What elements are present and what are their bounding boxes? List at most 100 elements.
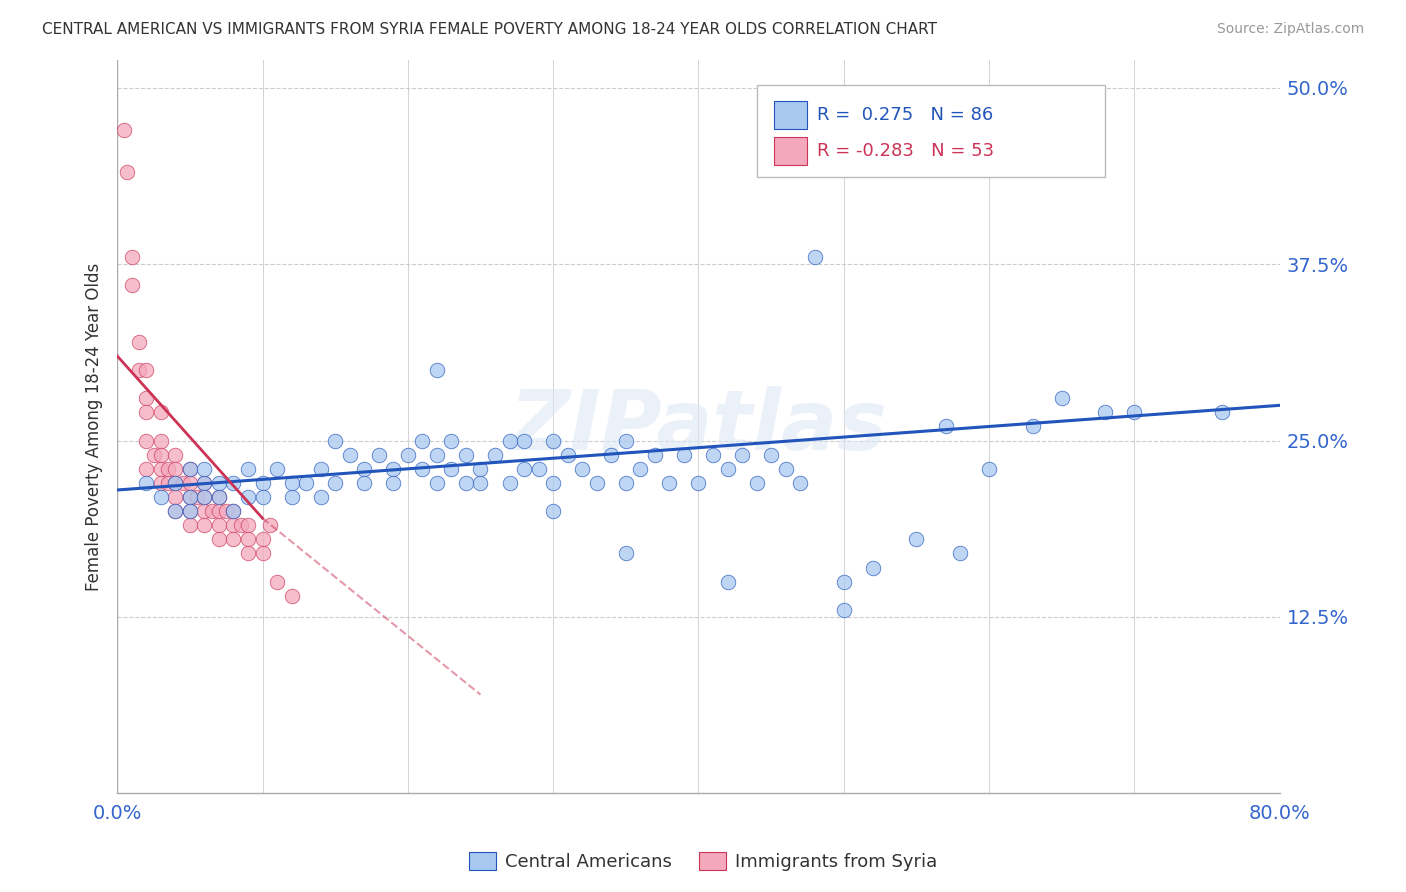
Point xyxy=(280,589,302,603)
Point xyxy=(1094,405,1116,419)
Point xyxy=(411,462,433,476)
Point xyxy=(117,165,139,179)
Point xyxy=(658,475,681,490)
Point xyxy=(571,462,593,476)
Point xyxy=(527,462,550,476)
Point xyxy=(280,490,302,504)
Point xyxy=(165,504,187,518)
Point xyxy=(121,250,143,264)
Point xyxy=(179,462,201,476)
Point xyxy=(252,533,274,547)
Point xyxy=(1021,419,1043,434)
Point xyxy=(411,434,433,448)
Point xyxy=(513,462,536,476)
Point xyxy=(259,518,281,533)
Point xyxy=(382,462,405,476)
Point xyxy=(193,504,215,518)
Point xyxy=(1050,391,1073,405)
Point xyxy=(759,448,782,462)
Point xyxy=(600,448,623,462)
Point xyxy=(382,475,405,490)
Point xyxy=(541,434,564,448)
Text: R = -0.283   N = 53: R = -0.283 N = 53 xyxy=(817,142,994,160)
Point xyxy=(128,334,150,349)
Point xyxy=(165,448,187,462)
Point xyxy=(1211,405,1233,419)
Point xyxy=(179,462,201,476)
Point xyxy=(193,475,215,490)
Point xyxy=(215,504,238,518)
Point xyxy=(803,250,825,264)
Point xyxy=(644,448,666,462)
Point xyxy=(165,490,187,504)
Y-axis label: Female Poverty Among 18-24 Year Olds: Female Poverty Among 18-24 Year Olds xyxy=(86,262,103,591)
Point xyxy=(454,475,477,490)
Point xyxy=(222,504,245,518)
Point xyxy=(222,533,245,547)
Point xyxy=(426,363,449,377)
Point xyxy=(179,490,201,504)
Point xyxy=(323,475,346,490)
Point xyxy=(157,475,180,490)
Point xyxy=(157,462,180,476)
Point xyxy=(172,475,194,490)
Point xyxy=(186,490,208,504)
Point xyxy=(628,462,651,476)
Point xyxy=(135,462,157,476)
Point xyxy=(236,490,259,504)
Point xyxy=(353,462,375,476)
Text: R =  0.275   N = 86: R = 0.275 N = 86 xyxy=(817,106,993,124)
Point xyxy=(977,462,1000,476)
Point xyxy=(688,475,710,490)
Point xyxy=(339,448,361,462)
Point xyxy=(149,475,172,490)
Point xyxy=(309,490,332,504)
Point xyxy=(557,448,579,462)
Text: Source: ZipAtlas.com: Source: ZipAtlas.com xyxy=(1216,22,1364,37)
Point xyxy=(832,574,855,589)
Point xyxy=(149,434,172,448)
Text: CENTRAL AMERICAN VS IMMIGRANTS FROM SYRIA FEMALE POVERTY AMONG 18-24 YEAR OLDS C: CENTRAL AMERICAN VS IMMIGRANTS FROM SYRI… xyxy=(42,22,938,37)
Point xyxy=(541,475,564,490)
Point xyxy=(229,518,252,533)
Point xyxy=(149,405,172,419)
Point xyxy=(222,475,245,490)
Point xyxy=(165,462,187,476)
Point xyxy=(193,462,215,476)
Point xyxy=(702,448,724,462)
Point xyxy=(114,123,136,137)
Point xyxy=(470,475,492,490)
Point xyxy=(716,574,738,589)
FancyBboxPatch shape xyxy=(775,136,807,164)
Point xyxy=(295,475,318,490)
Point xyxy=(614,475,637,490)
Point xyxy=(484,448,506,462)
Point xyxy=(165,504,187,518)
Point xyxy=(353,475,375,490)
Point xyxy=(193,490,215,504)
Point xyxy=(179,490,201,504)
Point xyxy=(252,490,274,504)
Point xyxy=(165,475,187,490)
Point xyxy=(862,560,884,574)
Point xyxy=(208,518,231,533)
Point xyxy=(440,434,463,448)
Point xyxy=(208,475,231,490)
Legend: Central Americans, Immigrants from Syria: Central Americans, Immigrants from Syria xyxy=(461,845,945,879)
Point xyxy=(128,363,150,377)
Point xyxy=(193,475,215,490)
Point xyxy=(367,448,389,462)
Point xyxy=(1123,405,1146,419)
Point xyxy=(149,490,172,504)
Point xyxy=(585,475,607,490)
Point xyxy=(309,462,332,476)
Point xyxy=(775,462,797,476)
Point xyxy=(222,518,245,533)
Point xyxy=(149,448,172,462)
Point xyxy=(236,546,259,560)
Point xyxy=(614,546,637,560)
Point xyxy=(266,462,288,476)
Point xyxy=(934,419,956,434)
Point xyxy=(236,518,259,533)
FancyBboxPatch shape xyxy=(775,102,807,129)
